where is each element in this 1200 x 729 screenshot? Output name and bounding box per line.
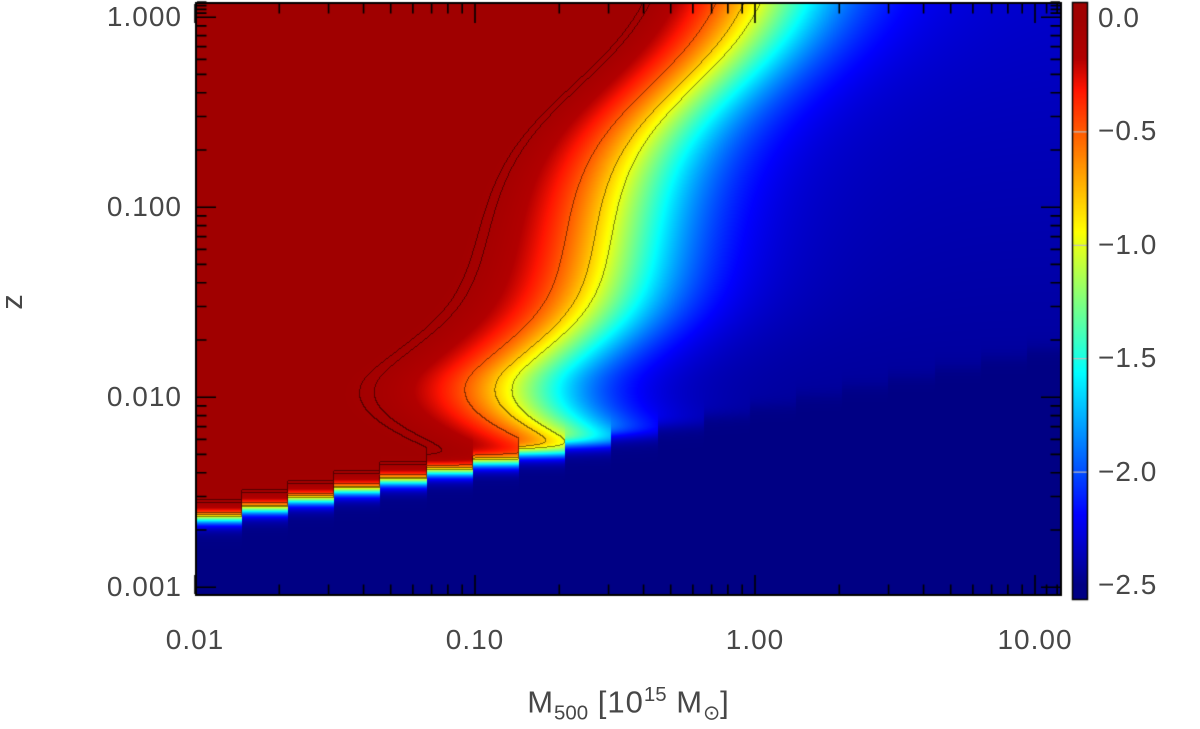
x-tick-label: 1.00 bbox=[725, 624, 785, 655]
y-axis-title: z bbox=[0, 284, 30, 320]
colorbar-tick-label: −2.0 bbox=[1098, 456, 1158, 487]
y-tick-label: 0.100 bbox=[106, 191, 182, 222]
y-tick-label: 0.010 bbox=[106, 381, 182, 412]
colorbar-tick-label: −2.5 bbox=[1098, 569, 1158, 600]
x-axis-title: M500 [1015 M⊙] bbox=[527, 683, 730, 725]
x-tick-label: 0.10 bbox=[445, 624, 505, 655]
x-tick-label: 10.00 bbox=[997, 624, 1073, 655]
colorbar-tick-label: 0.0 bbox=[1098, 2, 1140, 33]
y-tick-label: 0.001 bbox=[106, 571, 182, 602]
x-tick-label: 0.01 bbox=[165, 624, 225, 655]
colorbar-tick-label: −1.5 bbox=[1098, 342, 1158, 373]
y-tick-label: 1.000 bbox=[106, 1, 182, 32]
colorbar-tick-label: −1.0 bbox=[1098, 229, 1158, 260]
colorbar-tick-label: −0.5 bbox=[1098, 115, 1158, 146]
